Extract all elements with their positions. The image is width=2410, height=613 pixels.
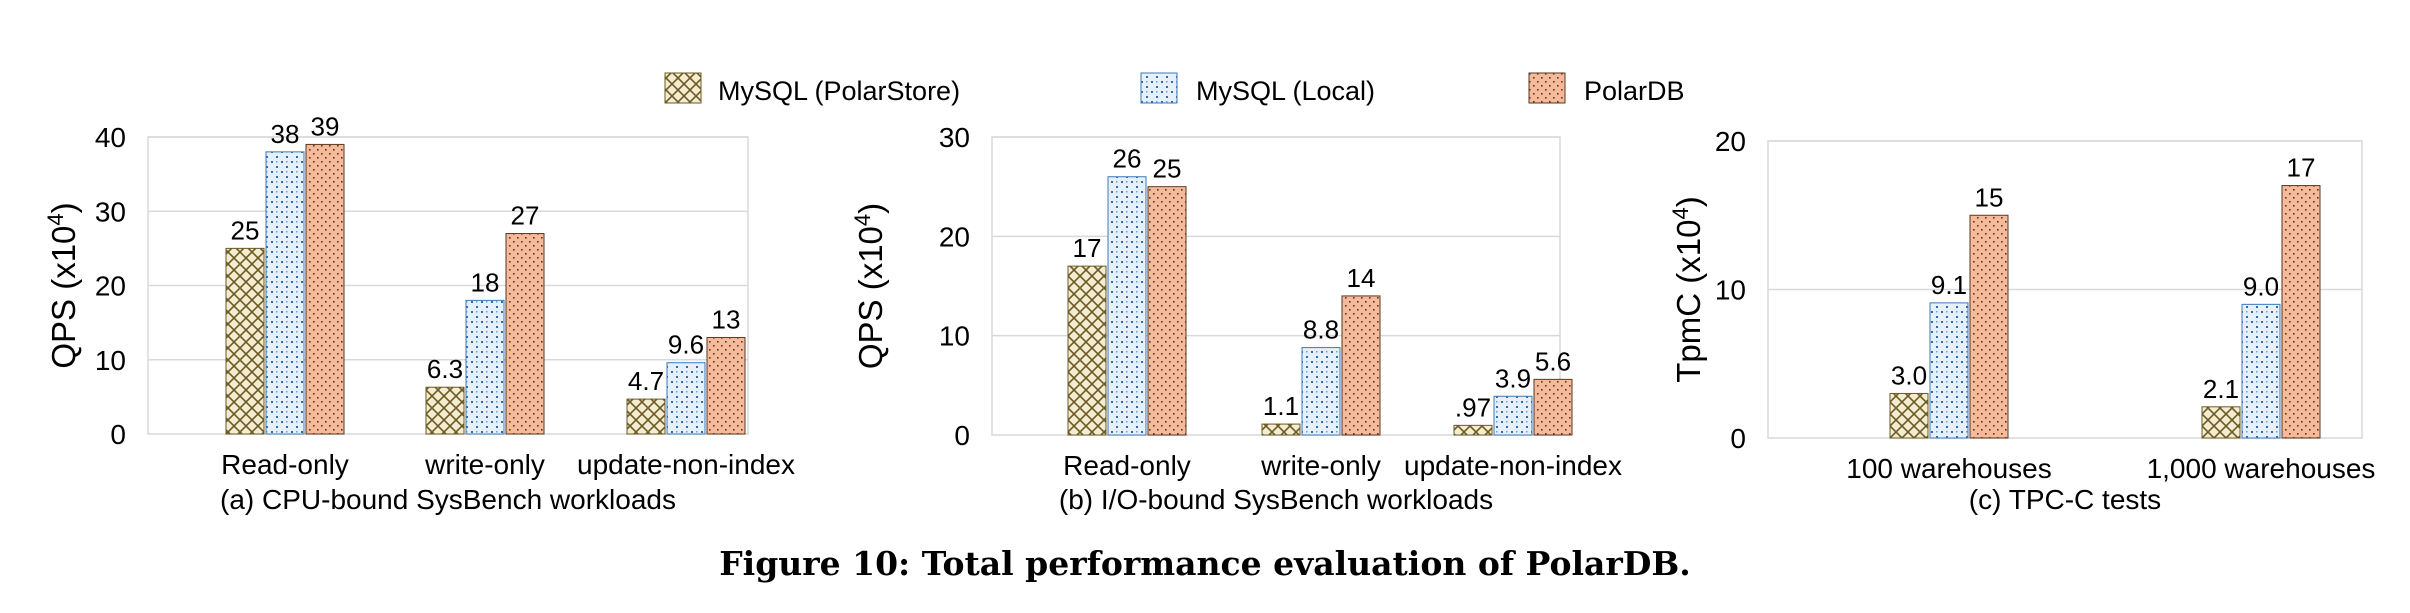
bar-polardb <box>1533 378 1573 436</box>
data-label: 13 <box>712 304 741 334</box>
data-label: 15 <box>1975 182 2004 212</box>
data-label: 38 <box>271 119 300 149</box>
x-tick-label: 1,000 warehouses <box>2147 453 2376 484</box>
y-tick-label: 10 <box>1715 275 1746 306</box>
legend-label-mysql-local: MySQL (Local) <box>1196 76 1375 106</box>
bar-polardb <box>706 336 746 435</box>
data-label: 14 <box>1347 263 1376 293</box>
data-label: 39 <box>311 111 340 141</box>
bar-polardb <box>1147 186 1187 436</box>
bar-mysql-local <box>1107 176 1147 436</box>
bar-mysql-local <box>1929 302 1969 439</box>
data-label: 9.6 <box>668 330 704 360</box>
y-tick-label: 10 <box>95 345 126 376</box>
chart-subtitle: (c) TPC-C tests <box>1969 484 2161 515</box>
legend-swatch-mysql-local <box>1140 72 1178 104</box>
data-label: 17 <box>1073 233 1102 263</box>
plot-frame <box>1767 140 2363 439</box>
chart-tpcc: 0 10 20 TpmC (x104) 3.0 9.1 15 100 warehouses 2.… <box>1668 126 2375 515</box>
bar-mysql-polarstore <box>1067 265 1107 436</box>
bar-mysql-polarstore <box>1453 424 1493 436</box>
bar-polardb <box>1341 295 1381 436</box>
chart-subtitle: (b) I/O-bound SysBench workloads <box>1059 484 1493 515</box>
x-tick-label: Read-only <box>1063 450 1191 481</box>
data-label: 1.1 <box>1263 391 1299 421</box>
data-label: 9.0 <box>2243 271 2279 301</box>
y-tick-label: 30 <box>95 196 126 227</box>
legend-label-polardb: PolarDB <box>1584 76 1685 106</box>
chart-subtitle: (a) CPU-bound SysBench workloads <box>220 484 676 515</box>
data-label: 2.1 <box>2203 374 2239 404</box>
bar-polardb <box>2281 185 2321 439</box>
y-tick-label: 0 <box>110 419 126 450</box>
data-label: 6.3 <box>427 354 463 384</box>
data-label: 18 <box>471 267 500 297</box>
bar-polardb <box>1969 214 2009 439</box>
bar-polardb <box>505 233 545 435</box>
y-tick-label: 20 <box>1715 126 1746 157</box>
data-label: 9.1 <box>1931 270 1967 300</box>
bar-mysql-polarstore <box>626 398 666 435</box>
chart-io-bound: 0 10 20 30 QPS (x104) 17 26 25 Read-only 1.1 8.8 14… <box>850 122 1622 515</box>
legend-swatch-polardb <box>1528 72 1566 104</box>
data-label: 17 <box>2287 153 2316 183</box>
y-tick-label: 40 <box>95 122 126 153</box>
bar-mysql-local <box>265 151 305 435</box>
bar-mysql-polarstore <box>1889 392 1929 439</box>
y-tick-label: 10 <box>939 321 970 352</box>
y-axis-label: QPS (x104) <box>850 203 889 369</box>
legend: MySQL (PolarStore) MySQL (Local) PolarDB <box>664 72 1685 106</box>
bar-mysql-polarstore <box>225 247 265 435</box>
x-tick-label: Read-only <box>221 449 349 480</box>
data-label: 3.0 <box>1891 360 1927 390</box>
x-tick-label: 100 warehouses <box>1846 453 2051 484</box>
data-label: .97 <box>1455 392 1491 422</box>
y-tick-label: 0 <box>954 420 970 451</box>
x-tick-label: update-non-index <box>1404 450 1622 481</box>
bar-mysql-local <box>2241 303 2281 439</box>
data-label: 25 <box>1153 154 1182 184</box>
bar-mysql-polarstore <box>2201 406 2241 439</box>
legend-label-mysql-polarstore: MySQL (PolarStore) <box>718 76 960 106</box>
data-label: 26 <box>1113 144 1142 174</box>
y-tick-label: 0 <box>1730 423 1746 454</box>
bar-mysql-local <box>1301 347 1341 436</box>
legend-swatch-mysql-polarstore <box>664 72 702 104</box>
data-label: 5.6 <box>1535 346 1571 376</box>
y-tick-label: 20 <box>95 271 126 302</box>
y-axis-label: TpmC (x104) <box>1668 196 1707 382</box>
bar-polardb <box>305 143 345 435</box>
data-label: 8.8 <box>1303 315 1339 345</box>
data-label: 4.7 <box>628 366 664 396</box>
x-tick-label: write-only <box>424 449 545 480</box>
y-axis-label: QPS (x104) <box>43 202 82 368</box>
bar-mysql-local <box>666 362 706 435</box>
figure-caption: Figure 10: Total performance evaluation … <box>719 544 1691 583</box>
bar-mysql-polarstore <box>1261 423 1301 436</box>
bar-mysql-local <box>465 299 505 435</box>
x-tick-label: write-only <box>1260 450 1381 481</box>
bar-mysql-polarstore <box>425 386 465 435</box>
chart-cpu-bound: 0 10 20 30 40 QPS (x104) 25 38 39 Read-only 6.3 18 2… <box>43 111 795 515</box>
bar-mysql-local <box>1493 395 1533 436</box>
y-tick-label: 30 <box>939 122 970 153</box>
y-tick-label: 20 <box>939 221 970 252</box>
data-label: 25 <box>231 215 260 245</box>
data-label: 3.9 <box>1495 363 1531 393</box>
data-label: 27 <box>511 201 540 231</box>
x-tick-label: update-non-index <box>577 449 795 480</box>
